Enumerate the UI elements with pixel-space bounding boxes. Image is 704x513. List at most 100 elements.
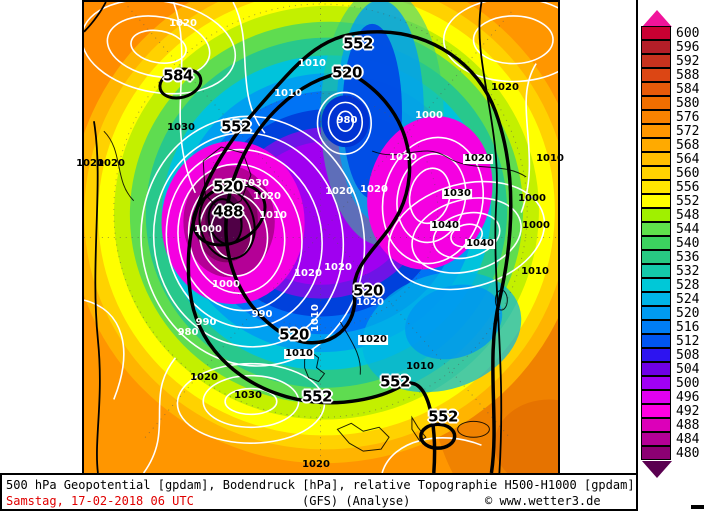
legend-rows: 600 596 592 588 584 580 576 572 568 564 560 556 552 5… [641,26,704,461]
legend-value: 588 [676,68,700,83]
legend-value: 544 [676,222,700,237]
legend-swatch [641,236,671,250]
legend-swatch [641,208,671,222]
legend-entry: 580 [641,96,704,111]
legend-value: 576 [676,110,700,125]
legend-entry: 516 [641,320,704,335]
legend-entry: 548 [641,208,704,223]
legend-swatch [641,54,671,68]
legend-value: 528 [676,278,700,293]
legend-swatch [641,418,671,432]
legend-value: 540 [676,236,700,251]
legend-swatch [641,110,671,124]
legend-value: 480 [676,446,700,461]
legend-value: 568 [676,138,700,153]
caption-datetime: Samstag, 17-02-2018 06 UTC [6,494,194,508]
legend-swatch [641,194,671,208]
legend-entry: 596 [641,40,704,55]
legend-value: 552 [676,194,700,209]
legend-value: 484 [676,432,700,447]
legend-swatch [641,278,671,292]
legend-swatch [641,446,671,460]
legend-swatch [641,306,671,320]
legend-swatch [641,96,671,110]
legend-swatch [641,124,671,138]
legend-entry: 500 [641,376,704,391]
legend-value: 488 [676,418,700,433]
legend-entry: 572 [641,124,704,139]
legend-value: 512 [676,334,700,349]
legend-arrow-down-icon [642,461,672,478]
map-panel [82,0,560,475]
legend-value: 496 [676,390,700,405]
weather-map-graphic [84,2,558,473]
legend-swatch [641,82,671,96]
color-scale-legend: 600 596 592 588 584 580 576 572 568 564 560 556 552 5… [641,10,704,478]
legend-value: 548 [676,208,700,223]
caption-model-analyse: (GFS) (Analyse) [302,494,411,508]
legend-swatch [641,180,671,194]
legend-entry: 540 [641,236,704,251]
legend-value: 500 [676,376,700,391]
caption-copyright: © www.wetter3.de [485,494,601,508]
legend-value: 584 [676,82,700,97]
legend-entry: 528 [641,278,704,293]
legend-swatch [641,138,671,152]
legend-swatch [641,320,671,334]
legend-value: 508 [676,348,700,363]
frame-corner-mark [691,505,704,509]
legend-swatch [641,26,671,40]
legend-value: 592 [676,54,700,69]
legend-swatch [641,432,671,446]
legend-entry: 576 [641,110,704,125]
legend-swatch [641,166,671,180]
legend-value: 580 [676,96,700,111]
legend-entry: 536 [641,250,704,265]
legend-entry: 568 [641,138,704,153]
legend-swatch [641,68,671,82]
legend-entry: 480 [641,446,704,461]
caption-box: 500 hPa Geopotential [gpdam], Bodendruck… [0,473,638,511]
legend-swatch [641,40,671,54]
legend-entry: 584 [641,82,704,97]
legend-swatch [641,348,671,362]
legend-value: 600 [676,26,700,41]
panel-divider-line [636,0,638,511]
legend-swatch [641,250,671,264]
legend-entry: 564 [641,152,704,167]
legend-entry: 492 [641,404,704,419]
legend-value: 556 [676,180,700,195]
legend-value: 524 [676,292,700,307]
legend-arrow-up-icon [642,10,672,27]
legend-entry: 552 [641,194,704,209]
legend-value: 504 [676,362,700,377]
caption-title: 500 hPa Geopotential [gpdam], Bodendruck… [6,478,635,492]
legend-entry: 488 [641,418,704,433]
legend-value: 572 [676,124,700,139]
legend-swatch [641,334,671,348]
legend-entry: 544 [641,222,704,237]
legend-swatch [641,152,671,166]
legend-swatch [641,390,671,404]
legend-entry: 484 [641,432,704,447]
legend-entry: 512 [641,334,704,349]
legend-swatch [641,222,671,236]
legend-entry: 504 [641,362,704,377]
legend-entry: 508 [641,348,704,363]
legend-value: 532 [676,264,700,279]
legend-value: 564 [676,152,700,167]
legend-entry: 600 [641,26,704,41]
legend-swatch [641,376,671,390]
legend-value: 492 [676,404,700,419]
legend-entry: 532 [641,264,704,279]
legend-value: 520 [676,306,700,321]
legend-value: 516 [676,320,700,335]
legend-value: 596 [676,40,700,55]
legend-value: 536 [676,250,700,265]
legend-swatch [641,264,671,278]
legend-entry: 592 [641,54,704,69]
legend-entry: 496 [641,390,704,405]
legend-entry: 556 [641,180,704,195]
legend-swatch [641,404,671,418]
